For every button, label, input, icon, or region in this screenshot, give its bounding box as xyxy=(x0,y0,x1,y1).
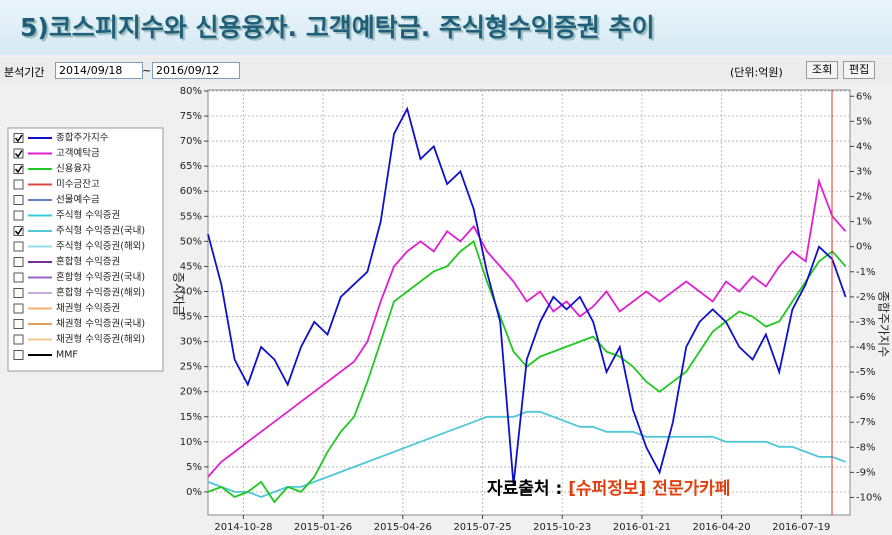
legend-label: 채권형 수익증권 xyxy=(56,302,120,314)
legend-label: 혼합형 수익증권(해외) xyxy=(56,287,145,299)
legend-label: 미수금잔고 xyxy=(56,179,100,190)
y-tick-label: 55% xyxy=(180,211,202,222)
y2-tick-label: 4% xyxy=(856,141,872,152)
legend-label: 혼합형 수익증권(국내) xyxy=(56,271,145,283)
legend-checkbox xyxy=(13,195,24,205)
legend-checkbox xyxy=(13,288,24,298)
series-line xyxy=(207,177,847,478)
y2-axis-label: 종합주가지수 xyxy=(877,291,891,357)
unit-label: (단위:억원) xyxy=(730,66,783,79)
start-date[interactable]: 2014/09/18 xyxy=(55,62,143,79)
source-prefix: 자료출처 : xyxy=(487,479,568,499)
x-tick-label: 2014-10-28 xyxy=(214,522,272,533)
y-axis-label: 증시자금 xyxy=(172,272,186,316)
y-tick-label: 45% xyxy=(180,261,202,272)
legend-label: MMF xyxy=(56,350,78,361)
y-tick-label: 70% xyxy=(180,136,202,147)
plot-area xyxy=(207,89,851,516)
legend-label: 신용융자 xyxy=(56,164,91,175)
y2-tick-label: -7% xyxy=(856,417,875,428)
legend-label: 선물예수금 xyxy=(56,195,100,206)
legend-checkbox xyxy=(13,350,24,360)
period-label: 분석기간 xyxy=(4,66,45,79)
y2-tick-label: -10% xyxy=(856,492,882,503)
y2-tick-label: -9% xyxy=(856,467,875,478)
legend-checkbox xyxy=(13,241,24,252)
y2-tick-label: -1% xyxy=(856,267,875,278)
legend-check xyxy=(14,134,23,143)
legend-checkbox xyxy=(13,210,24,221)
legend-check xyxy=(14,165,23,174)
x-tick-label: 2016-01-21 xyxy=(613,522,671,533)
y-tick-label: 75% xyxy=(180,111,202,122)
y2-tick-label: -6% xyxy=(856,392,875,403)
y2-tick-label: 3% xyxy=(856,166,872,177)
y2-tick-label: -3% xyxy=(856,317,875,328)
legend-label: 종합주가지수 xyxy=(56,133,109,144)
y-tick-label: 40% xyxy=(180,286,202,297)
series-line xyxy=(207,106,847,485)
edit-button[interactable]: 편집 xyxy=(843,61,876,79)
y-tick-label: 0% xyxy=(186,487,202,498)
y-tick-label: 50% xyxy=(180,236,202,247)
legend-label: 채권형 수익증권(국내) xyxy=(56,318,145,330)
legend-label: 고객예탁금 xyxy=(56,147,100,159)
toolbar: 분석기간 2014/09/18 ~ 2016/09/12 (단위:억원) 조회 … xyxy=(0,58,892,84)
y2-tick-label: -4% xyxy=(856,342,875,353)
x-tick-label: 2016-07-19 xyxy=(772,522,830,533)
y2-tick-label: 6% xyxy=(856,91,872,102)
chart-area: 증시자금 종합주가지수 0% 5% 10% 15% 20% 25% 30% 35% 40% 45%… xyxy=(7,86,891,533)
y2-tick-label: 1% xyxy=(856,217,872,228)
source-name: [슈퍼정보] 전문가카페 xyxy=(568,479,730,499)
legend-label: 채권형 수익증권(해외) xyxy=(56,333,145,345)
legend-checkbox xyxy=(13,164,24,174)
y-tick-label: 60% xyxy=(180,186,202,197)
y-tick-label: 35% xyxy=(180,312,202,323)
legend-checkbox xyxy=(13,133,24,143)
y-tick-label: 20% xyxy=(180,387,202,398)
end-date[interactable]: 2016/09/12 xyxy=(152,62,240,79)
legend-checkbox xyxy=(13,257,24,267)
series-line xyxy=(207,410,846,498)
legend-label: 주식형 수익증권(해외) xyxy=(56,240,145,252)
x-tick-label: 2015-07-25 xyxy=(453,522,511,533)
legend-checkbox xyxy=(13,272,24,283)
legend-checkbox xyxy=(13,319,24,329)
y-tick-label: 65% xyxy=(180,161,202,172)
x-tick-label: 2015-04-26 xyxy=(374,522,432,533)
y2-tick-label: 5% xyxy=(856,116,872,127)
y-tick-label: 5% xyxy=(186,462,202,473)
y-tick-label: 30% xyxy=(180,337,202,348)
legend-check xyxy=(14,150,23,158)
y2-tick-label: -5% xyxy=(856,367,875,378)
page-title: 5)코스피지수와 신용융자. 고객예탁금. 주식형수익증권 추이 xyxy=(20,13,655,42)
query-button[interactable]: 조회 xyxy=(806,61,839,79)
x-tick-label: 2015-01-26 xyxy=(294,522,352,533)
legend-label: 혼합형 수익증권 xyxy=(56,256,120,268)
legend-check xyxy=(14,227,23,236)
legend-checkbox xyxy=(13,226,24,236)
legend-checkbox xyxy=(13,179,24,190)
legend-label: 주식형 수익증권(국내) xyxy=(56,225,145,237)
y2-tick-label: 0% xyxy=(856,242,872,253)
y-tick-label: 80% xyxy=(180,86,202,97)
legend-checkbox xyxy=(13,148,24,159)
legend-label: 주식형 수익증권 xyxy=(56,209,120,221)
y-tick-label: 15% xyxy=(180,412,202,423)
y2-tick-label: -2% xyxy=(856,292,875,303)
y2-tick-label: 2% xyxy=(856,192,872,203)
legend-checkbox xyxy=(13,334,24,345)
y-tick-label: 25% xyxy=(180,362,202,373)
y-tick-label: 10% xyxy=(180,437,202,448)
separator: ~ xyxy=(142,64,152,77)
header: 5)코스피지수와 신용융자. 고객예탁금. 주식형수익증권 추이 xyxy=(0,0,892,55)
x-tick-label: 2015-10-23 xyxy=(533,522,591,533)
source-note: 자료출처 : [슈퍼정보] 전문가카페 xyxy=(487,479,730,499)
y2-tick-label: -8% xyxy=(856,442,875,453)
x-tick-label: 2016-04-20 xyxy=(693,522,751,533)
legend-checkbox xyxy=(13,303,24,314)
